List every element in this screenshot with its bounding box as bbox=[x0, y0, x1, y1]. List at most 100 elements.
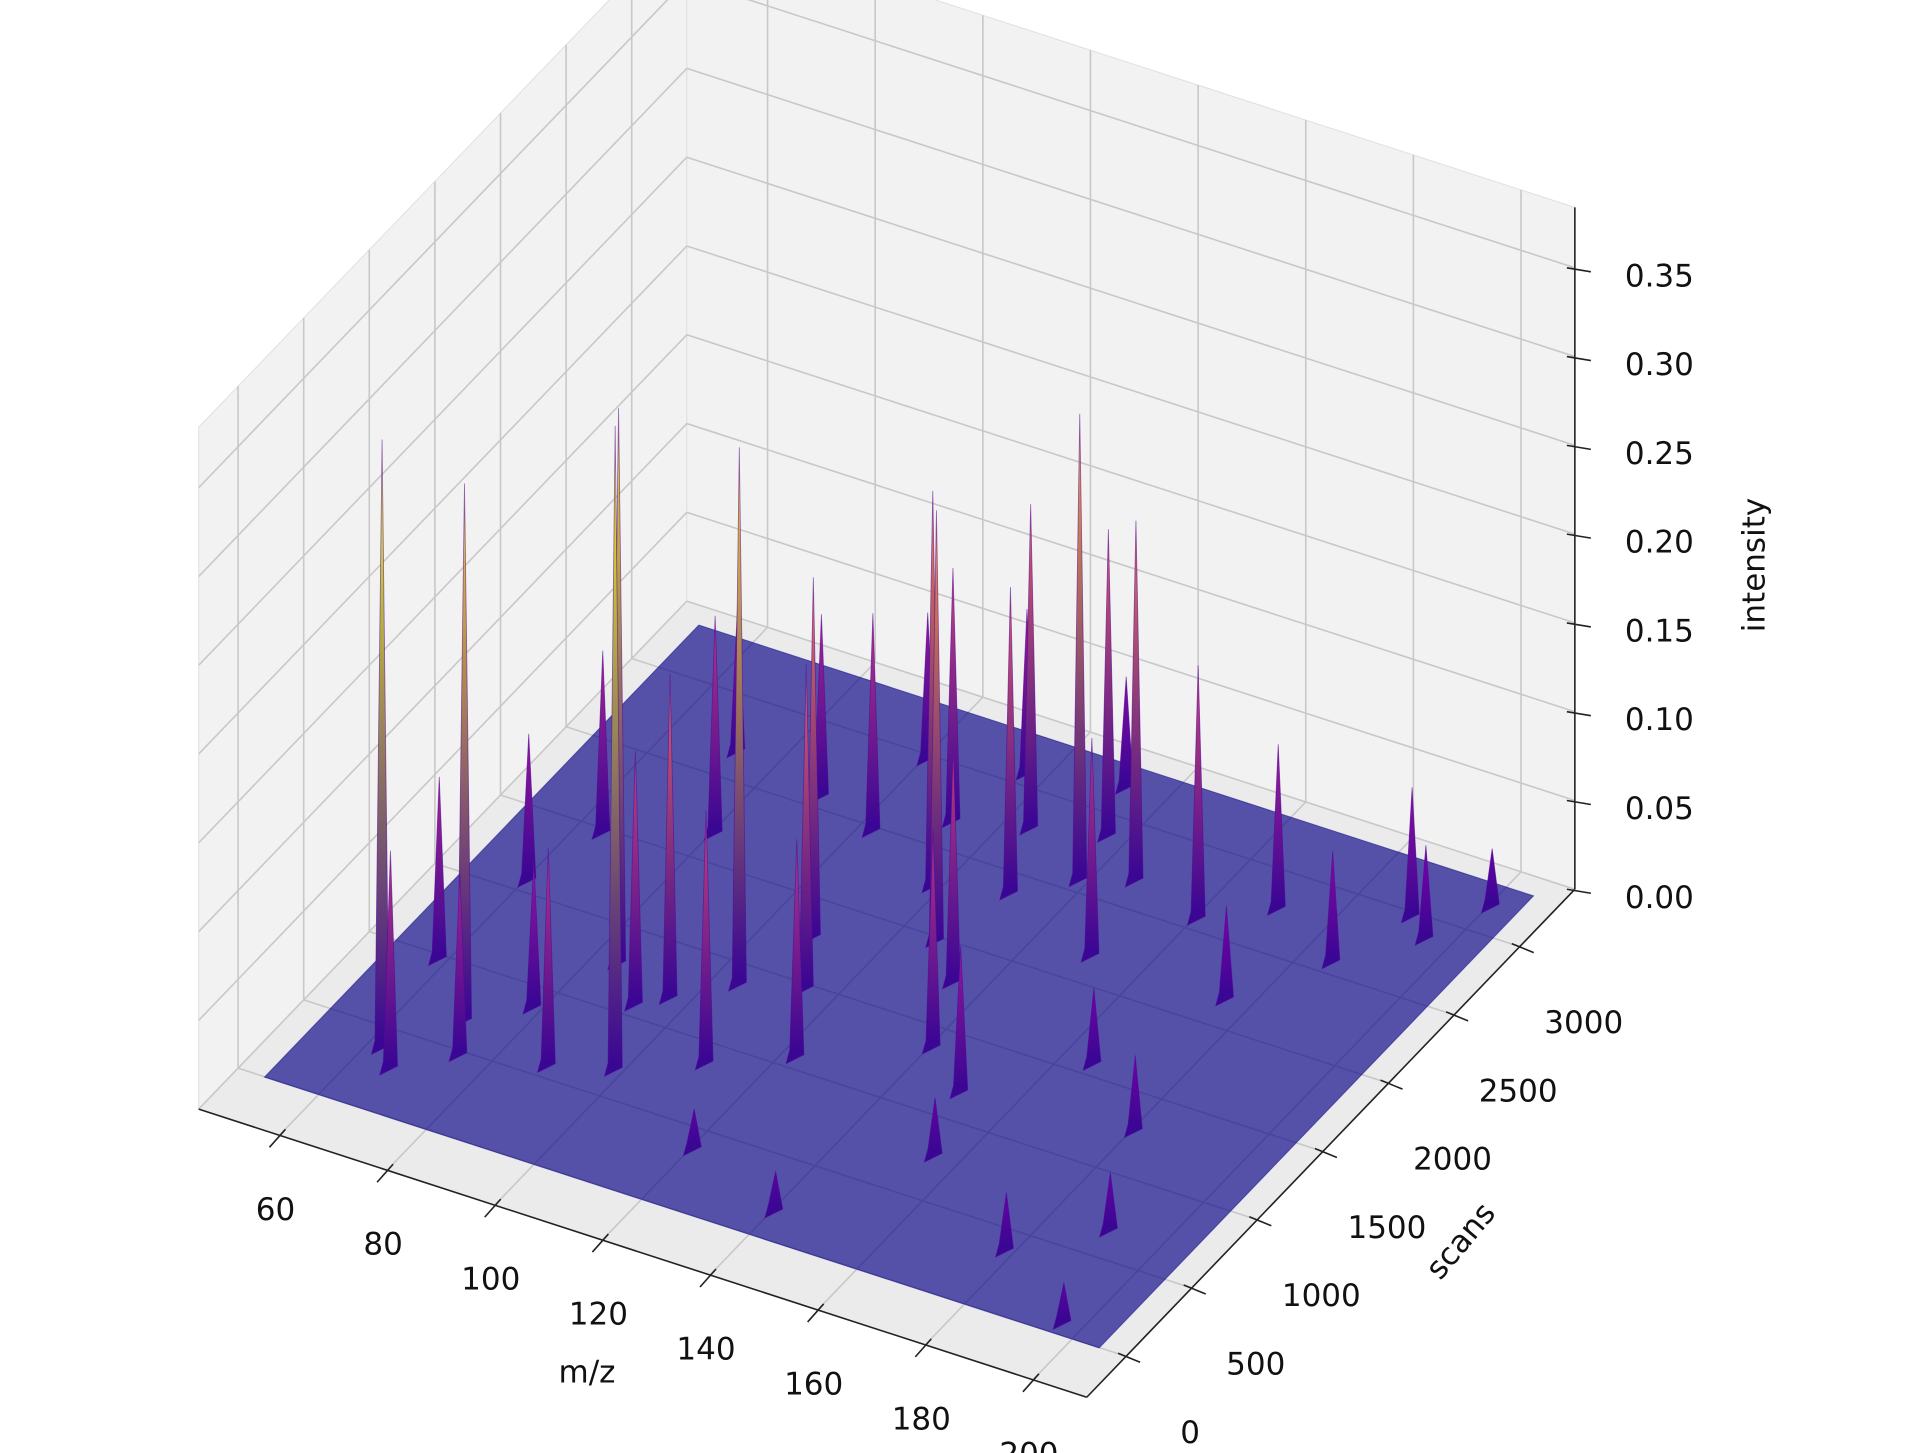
surface-peak bbox=[1266, 744, 1286, 917]
surface-peak bbox=[448, 872, 468, 1063]
x-axis-label: m/z bbox=[559, 1355, 616, 1391]
surface-peak bbox=[1480, 848, 1500, 914]
y-axis-line bbox=[1086, 888, 1576, 1398]
grid-line bbox=[198, 0, 669, 489]
surface-peak bbox=[1215, 905, 1234, 1007]
surface-peak bbox=[536, 848, 556, 1074]
x-tick bbox=[1022, 1373, 1040, 1393]
z-tick-label: 0.25 bbox=[1625, 436, 1694, 472]
grid-line bbox=[686, 245, 1576, 535]
y-tick-label: 2000 bbox=[1413, 1142, 1492, 1178]
surface-peak bbox=[923, 1097, 943, 1163]
x-tick bbox=[807, 1303, 825, 1323]
y-tick bbox=[1511, 942, 1535, 954]
z-tick-label: 0.35 bbox=[1625, 258, 1694, 294]
surface-peak bbox=[517, 733, 537, 888]
grid-line bbox=[686, 67, 1576, 358]
z-tick bbox=[1566, 533, 1591, 539]
surface-peak bbox=[591, 650, 611, 841]
surface-peak bbox=[427, 776, 447, 967]
y-tick bbox=[1445, 1011, 1469, 1022]
z-tick-label: 0.10 bbox=[1625, 702, 1694, 738]
surface-peak bbox=[925, 510, 944, 949]
surface-peak bbox=[949, 945, 969, 1100]
grid-line bbox=[198, 600, 688, 1110]
x-tick bbox=[914, 1338, 932, 1358]
surface-peak bbox=[1123, 1055, 1143, 1139]
x-tick bbox=[484, 1198, 502, 1218]
x-tick-label: 160 bbox=[784, 1366, 843, 1402]
grid-line bbox=[746, 0, 1576, 269]
surface-peak bbox=[995, 1192, 1014, 1258]
surface-peak bbox=[522, 860, 542, 1015]
surface-peak bbox=[1098, 1172, 1118, 1238]
grid-line bbox=[198, 423, 688, 933]
z-axis-label: intensity bbox=[1737, 498, 1773, 632]
z-tick-label: 0.00 bbox=[1625, 880, 1694, 916]
y-tick-label: 1000 bbox=[1282, 1278, 1361, 1314]
grid-line bbox=[198, 156, 688, 666]
y-axis-label: scans bbox=[1419, 1196, 1503, 1287]
y-tick-label: 500 bbox=[1226, 1347, 1285, 1383]
surface-peak bbox=[1097, 529, 1116, 843]
grid-line bbox=[686, 334, 1576, 624]
grid-line bbox=[686, 511, 1576, 802]
z-tick-label: 0.20 bbox=[1625, 525, 1694, 561]
y-tick-label: 0 bbox=[1180, 1415, 1200, 1451]
z-tick bbox=[1566, 710, 1591, 717]
surface-base bbox=[263, 624, 1535, 1349]
x-tick-label: 60 bbox=[256, 1192, 295, 1228]
y-tick bbox=[1183, 1284, 1207, 1295]
surface-peak bbox=[379, 850, 398, 1076]
x-tick-label: 180 bbox=[892, 1401, 951, 1437]
surface-peak bbox=[1052, 1282, 1072, 1331]
x-tick-label: 100 bbox=[461, 1262, 520, 1298]
x-tick bbox=[376, 1163, 394, 1183]
grid-line bbox=[198, 334, 688, 844]
surface-peak bbox=[1124, 520, 1144, 888]
z-tick bbox=[1566, 355, 1591, 362]
z-tick-label: 0.30 bbox=[1625, 347, 1694, 383]
surface-peak bbox=[603, 425, 623, 1078]
surface-peak bbox=[941, 567, 961, 829]
grid-line bbox=[198, 511, 688, 1021]
x-axis-line bbox=[198, 1108, 1087, 1399]
x-tick-label: 80 bbox=[363, 1227, 402, 1263]
surface-peak bbox=[861, 613, 881, 839]
surface-peak bbox=[1186, 665, 1206, 926]
y-tick bbox=[1380, 1079, 1403, 1090]
surface-peak bbox=[1414, 845, 1434, 947]
surface-peak bbox=[694, 810, 714, 1071]
x-tick bbox=[591, 1233, 609, 1253]
z-tick bbox=[1566, 888, 1591, 895]
surface-peak bbox=[624, 751, 643, 1012]
surface-peak bbox=[1019, 504, 1039, 836]
z-tick bbox=[1566, 444, 1591, 451]
z-tick-label: 0.15 bbox=[1625, 613, 1694, 649]
surface-peak bbox=[1082, 988, 1102, 1072]
surface-peak bbox=[921, 829, 941, 1055]
surface-peak bbox=[682, 1108, 702, 1157]
z-tick bbox=[1566, 799, 1591, 806]
grid-line bbox=[686, 156, 1576, 447]
x-tick bbox=[268, 1128, 287, 1148]
z-tick bbox=[1566, 622, 1591, 628]
x-tick-label: 200 bbox=[999, 1436, 1058, 1453]
z-tick bbox=[1566, 266, 1591, 273]
y-tick-label: 3000 bbox=[1544, 1005, 1623, 1041]
x-tick bbox=[699, 1268, 717, 1288]
surface-peak bbox=[1080, 737, 1100, 964]
z-tick-label: 0.05 bbox=[1625, 791, 1694, 827]
y-tick-label: 1500 bbox=[1347, 1210, 1426, 1246]
surface-peak bbox=[764, 1171, 784, 1219]
x-tick-label: 120 bbox=[569, 1297, 628, 1333]
y-tick-label: 2500 bbox=[1479, 1073, 1558, 1109]
surface-peak bbox=[999, 586, 1018, 901]
surface-peak bbox=[658, 673, 678, 1006]
y-tick bbox=[1314, 1147, 1338, 1159]
y-tick bbox=[1249, 1215, 1272, 1227]
surface-peak bbox=[1400, 787, 1420, 924]
x-tick-label: 140 bbox=[676, 1332, 735, 1368]
grid-line bbox=[198, 245, 688, 755]
